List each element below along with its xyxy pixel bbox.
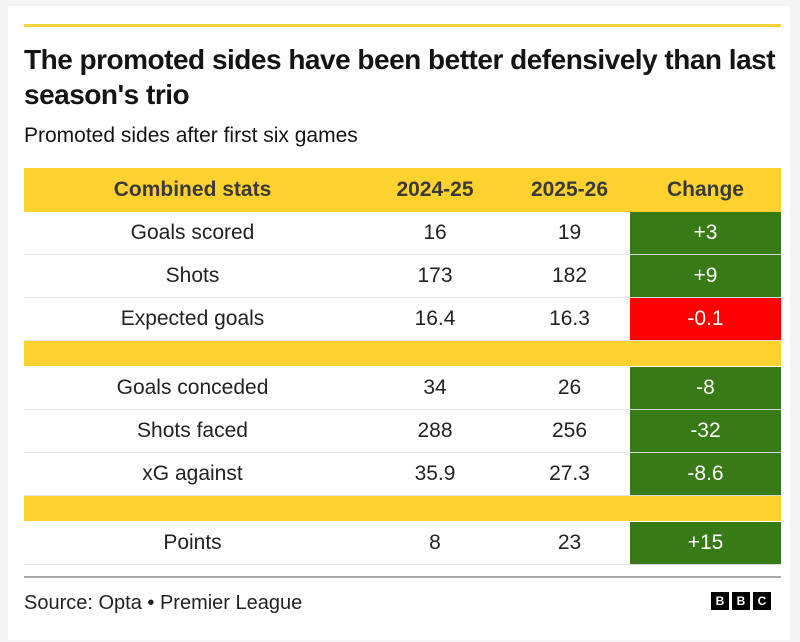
value-2025-26-cell: 256 (509, 409, 630, 453)
value-2025-26-cell: 26 (509, 366, 630, 410)
table-row: Goals scored 16 19 +3 (24, 212, 781, 255)
value-2024-25-cell: 8 (361, 521, 509, 565)
change-cell: -8 (630, 366, 781, 410)
table-header-row: Combined stats 2024-25 2025-26 Change (24, 168, 781, 212)
change-cell: +15 (630, 521, 781, 565)
bbc-logo: B B C (711, 592, 771, 610)
value-2025-26-cell: 16.3 (509, 297, 630, 341)
value-2024-25-cell: 16 (361, 212, 509, 255)
bbc-logo-letter: B (711, 592, 729, 610)
table-row: xG against 35.9 27.3 -8.6 (24, 452, 781, 496)
change-cell: -8.6 (630, 452, 781, 496)
value-2025-26-cell: 27.3 (509, 452, 630, 496)
change-cell: +3 (630, 212, 781, 255)
table-row: Shots 173 182 +9 (24, 254, 781, 298)
chart-subtitle: Promoted sides after first six games (24, 124, 358, 147)
spacer-cell (24, 340, 781, 367)
table-row: Goals conceded 34 26 -8 (24, 366, 781, 410)
value-2025-26-cell: 19 (509, 212, 630, 255)
column-header-change: Change (630, 168, 781, 212)
bbc-logo-letter: B (732, 592, 750, 610)
source-note: Source: Opta • Premier League (24, 592, 303, 614)
stat-cell: Goals scored (24, 212, 361, 255)
change-cell: -0.1 (630, 297, 781, 341)
table-row: Expected goals 16.4 16.3 -0.1 (24, 297, 781, 341)
stats-table: Combined stats 2024-25 2025-26 Change Go… (24, 168, 781, 565)
value-2025-26-cell: 182 (509, 254, 630, 298)
group-spacer-row (24, 495, 781, 522)
table-row: Points 8 23 +15 (24, 521, 781, 565)
stat-cell: Shots (24, 254, 361, 298)
stat-cell: Expected goals (24, 297, 361, 341)
stat-cell: xG against (24, 452, 361, 496)
top-accent-line (24, 24, 781, 27)
value-2024-25-cell: 16.4 (361, 297, 509, 341)
footer-divider (24, 576, 781, 578)
column-header-2025-26: 2025-26 (509, 168, 630, 212)
change-cell: -32 (630, 409, 781, 453)
stat-cell: Shots faced (24, 409, 361, 453)
column-header-stat: Combined stats (24, 168, 361, 212)
value-2024-25-cell: 35.9 (361, 452, 509, 496)
group-spacer-row (24, 340, 781, 367)
chart-title: The promoted sides have been better defe… (24, 44, 776, 110)
value-2024-25-cell: 34 (361, 366, 509, 410)
bbc-logo-letter: C (753, 592, 771, 610)
change-cell: +9 (630, 254, 781, 298)
spacer-cell (24, 495, 781, 522)
value-2024-25-cell: 173 (361, 254, 509, 298)
value-2025-26-cell: 23 (509, 521, 630, 565)
stat-cell: Goals conceded (24, 366, 361, 410)
table-row: Shots faced 288 256 -32 (24, 409, 781, 453)
value-2024-25-cell: 288 (361, 409, 509, 453)
column-header-2024-25: 2024-25 (361, 168, 509, 212)
stat-cell: Points (24, 521, 361, 565)
